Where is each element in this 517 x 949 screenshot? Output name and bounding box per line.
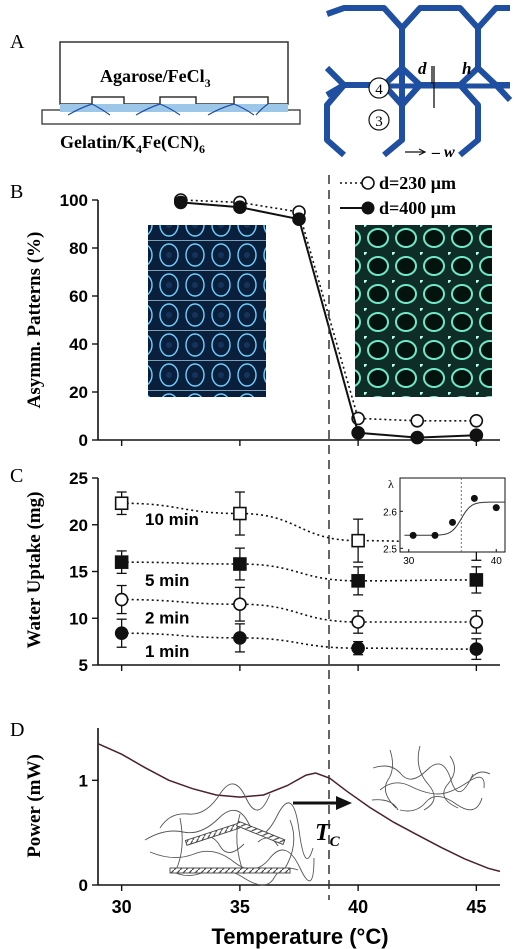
data-point	[410, 430, 425, 445]
panel-d-label: D	[10, 719, 24, 741]
node-3-label: 3	[375, 114, 383, 130]
lattice-w-label: – w	[431, 144, 455, 161]
inset-fit-curve	[404, 501, 505, 536]
agarose-label: Agarose/FeCl3	[100, 66, 211, 90]
data-point	[469, 642, 484, 656]
x-tick-label: 45	[466, 897, 486, 917]
series-label: 1 min	[145, 642, 189, 661]
legend-item-d400: d=400 μm	[379, 198, 456, 218]
y-axis-label: Water Uptake (mg)	[24, 492, 45, 649]
y-tick-label: 25	[69, 469, 88, 488]
lattice-diagram: d h 4 3 – w	[324, 5, 513, 161]
y-tick-label: 1	[79, 771, 88, 790]
series-label: 5 min	[145, 571, 189, 590]
y-tick-label: 80	[69, 239, 88, 258]
y-tick-label: 15	[69, 563, 88, 582]
inset-data-point	[409, 531, 417, 539]
data-point	[114, 592, 129, 607]
series-line-1	[121, 561, 477, 582]
series-line-0	[121, 502, 477, 545]
panel-c-label: C	[10, 465, 23, 487]
width-indicator	[405, 148, 427, 156]
inset-y-label: λ	[388, 477, 394, 491]
micrograph-green	[355, 225, 492, 397]
data-point	[351, 641, 365, 655]
inset-y-tick-label: 2.6	[383, 507, 397, 518]
x-tick-label: 40	[348, 897, 368, 917]
data-point	[351, 574, 365, 588]
data-point	[233, 557, 247, 571]
legend-b: d=230 μm d=400 μm	[340, 173, 456, 218]
power-curve	[97, 743, 501, 873]
y-tick-label: 0	[79, 431, 88, 450]
y-tick-label: 20	[69, 516, 88, 535]
y-tick-label: 20	[69, 383, 88, 402]
x-tick-label: 35	[230, 897, 250, 917]
node-4-label: 4	[375, 82, 383, 98]
polymer-network-right	[371, 745, 491, 812]
inset-x-tick-label: 30	[403, 556, 415, 567]
inset-chart: λ 2.5 2.6 30 40	[383, 477, 506, 567]
data-point	[469, 573, 484, 587]
gelatin-label: Gelatin/K4Fe(CN)6	[60, 132, 205, 156]
y-axis-label: Power (mW)	[24, 754, 45, 858]
data-point	[114, 626, 129, 641]
legend-item-d230: d=230 μm	[379, 173, 456, 193]
polymer-network-left	[144, 783, 315, 886]
panel-d-chart: 0 1 30 35 40 45 Power (mW) Temperature (°C)	[24, 728, 501, 949]
data-point	[233, 631, 247, 645]
micrograph-blue	[148, 225, 266, 397]
y-tick-label: 10	[69, 609, 88, 628]
data-point	[469, 615, 484, 629]
panel-b-label: B	[10, 181, 23, 203]
y-tick-label: 40	[69, 335, 88, 354]
tc-arrow	[293, 796, 352, 810]
inset-data-point	[431, 531, 439, 539]
data-point	[469, 413, 484, 428]
inset-frame	[399, 477, 506, 553]
data-point	[292, 212, 306, 226]
x-tick-label: 30	[112, 897, 132, 917]
data-point	[173, 195, 188, 210]
y-tick-label: 60	[69, 287, 88, 306]
inset-x-tick-label: 40	[491, 556, 503, 567]
y-tick-label: 100	[60, 191, 88, 210]
node-4-circle	[368, 77, 390, 99]
data-point	[114, 496, 129, 511]
y-axis-label: Asymm. Patterns (%)	[24, 232, 45, 409]
inset-y-tick-label: 2.5	[383, 544, 397, 555]
node-3-circle	[368, 109, 390, 131]
y-tick-label: 0	[79, 876, 88, 895]
data-point	[233, 200, 247, 214]
inset-data-point	[449, 518, 456, 526]
inset-data-point	[492, 504, 500, 512]
data-point	[410, 413, 425, 428]
x-axis-label: Temperature (°C)	[211, 924, 388, 949]
data-point	[114, 555, 129, 569]
y-tick-label: 5	[79, 656, 88, 675]
lattice-d-label: d	[418, 59, 427, 78]
inset-data-point	[470, 494, 478, 502]
panel-a-label: A	[10, 31, 25, 53]
inset-c-marks: λ 2.5 2.6 30 40	[383, 477, 506, 567]
data-point	[351, 615, 365, 629]
data-point	[233, 597, 247, 612]
panel-b-chart: 0 20 40 60 80 100 Asymm. Patterns (%)	[24, 191, 500, 450]
gel-schematic: Agarose/FeCl3 Gelatin/K4Fe(CN)6	[41, 41, 301, 156]
lattice-h-label: h	[462, 59, 471, 78]
series-label: 10 min	[145, 510, 199, 529]
data-point	[351, 425, 365, 440]
data-point	[233, 506, 247, 521]
series-label: 2 min	[145, 609, 189, 628]
data-point	[351, 533, 365, 548]
data-point	[469, 428, 484, 443]
tc-label: TC	[315, 820, 341, 850]
